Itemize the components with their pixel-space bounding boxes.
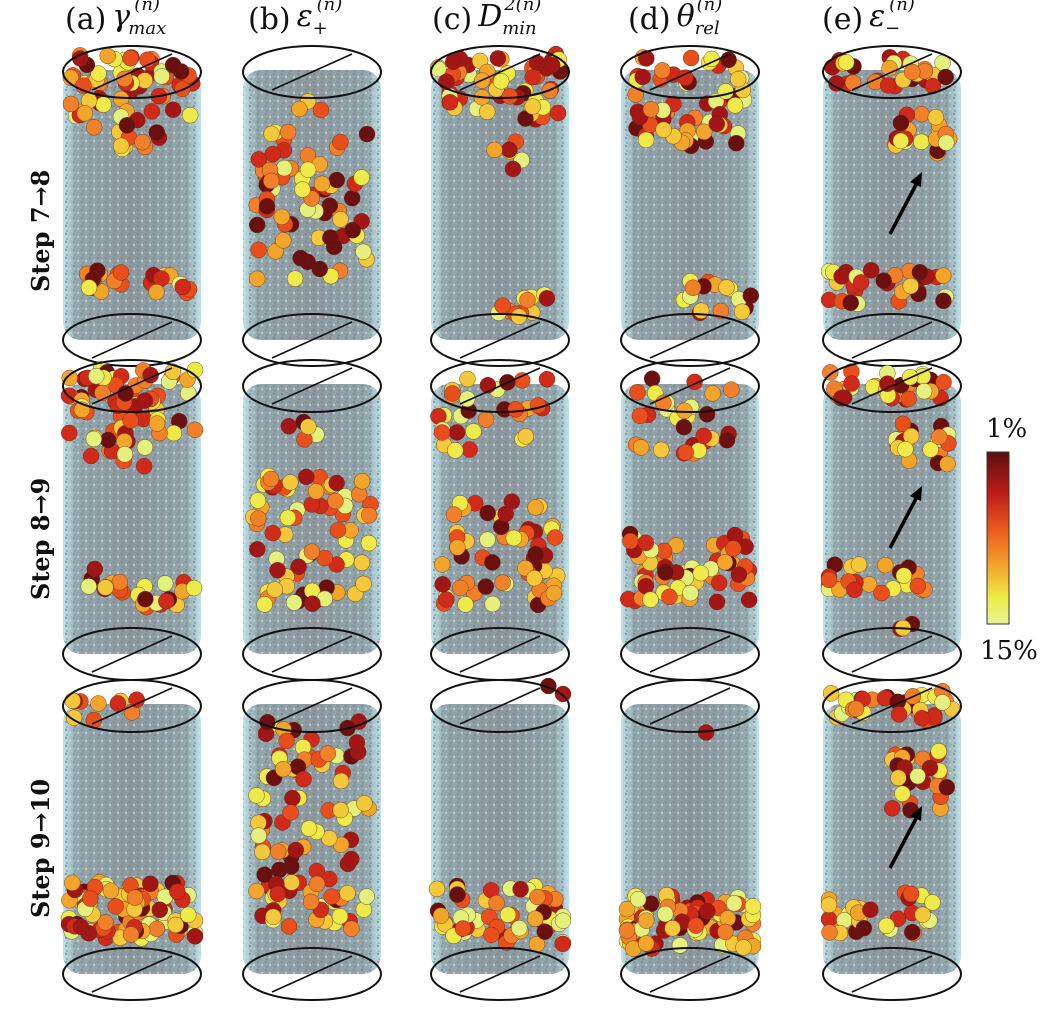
colorbar-bottom-label: 15%	[980, 636, 1038, 666]
colorbar-gradient	[986, 451, 1010, 625]
diagonal-arrow-icon	[888, 806, 922, 869]
column-title-d: (d) θ (n) rel	[628, 0, 723, 39]
panel-r1-c0	[60, 359, 204, 681]
panel-r0-c3	[620, 45, 760, 367]
panel-r0-c0	[62, 45, 202, 367]
panel-r1-c2	[430, 359, 570, 681]
column-title-a: (a) γ (n) max	[65, 0, 167, 39]
panel-r2-c2	[428, 677, 572, 1001]
column-title-e: (e) ε (n) −	[822, 0, 915, 39]
diagonal-arrow-icon	[888, 486, 922, 549]
colorbar	[986, 451, 1010, 625]
panel-r2-c1	[242, 679, 382, 1001]
panel-r1-c3	[620, 359, 760, 681]
column-title-b: (b) ε (n) +	[248, 0, 343, 39]
panel-r2-c0	[60, 679, 204, 1001]
panel-r2-c3	[618, 679, 762, 1001]
panel-r1-c1	[242, 359, 382, 681]
panel-r2-c4	[820, 679, 962, 1001]
column-title-c: (c) D 2(n) min	[432, 0, 542, 39]
panel-r0-c1	[242, 45, 382, 367]
diagonal-arrow-icon	[888, 172, 922, 235]
panel-r0-c4	[820, 45, 962, 367]
panel-r0-c2	[430, 45, 570, 367]
colorbar-top-label: 1%	[986, 414, 1028, 444]
panel-r1-c4	[820, 359, 962, 681]
